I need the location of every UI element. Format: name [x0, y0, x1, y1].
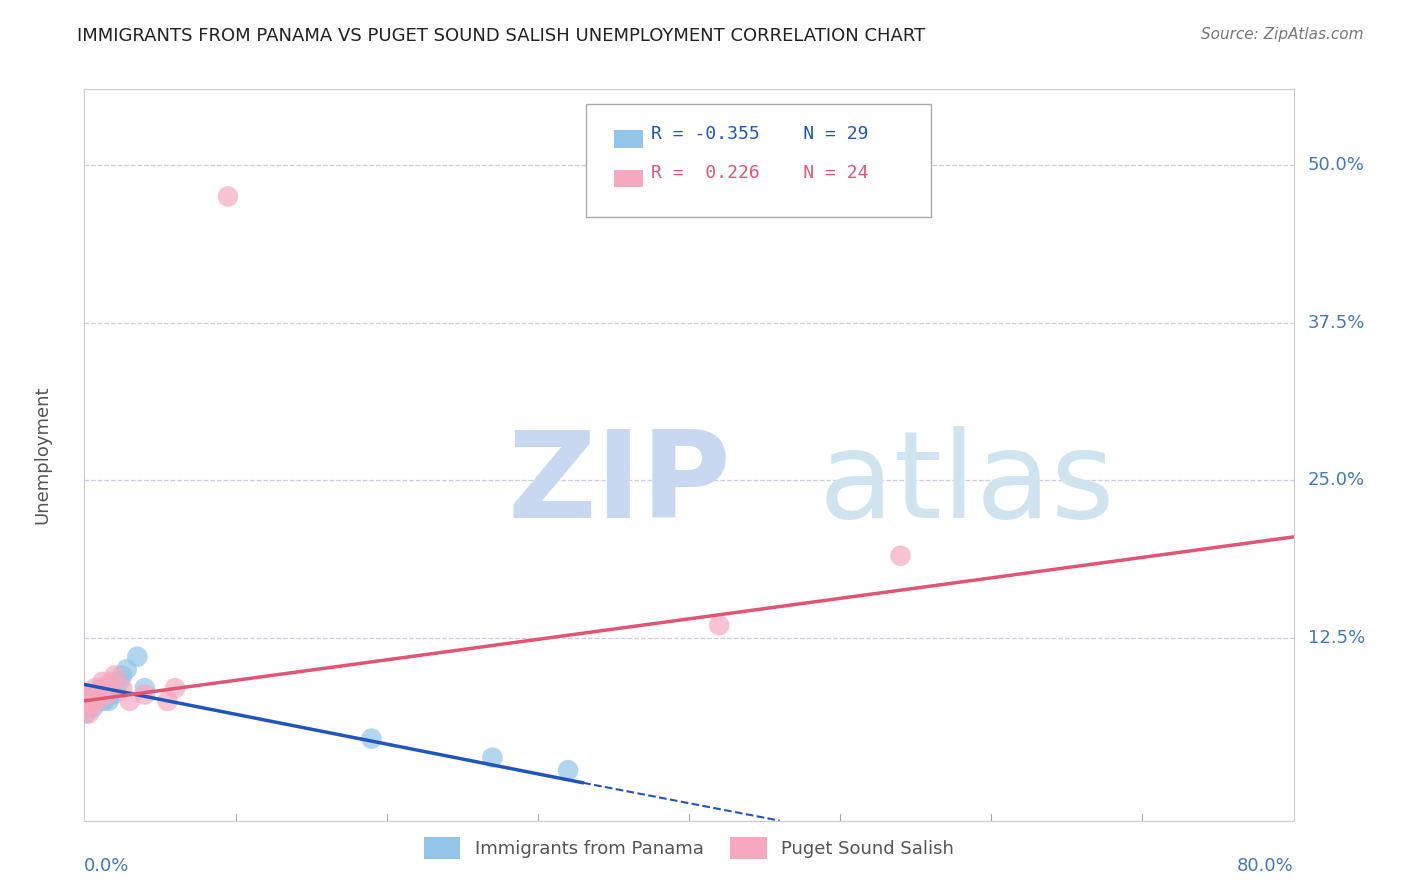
Point	[77, 706, 100, 721]
Point	[77, 694, 100, 708]
Point	[94, 681, 117, 696]
Point	[91, 674, 114, 689]
Point	[80, 688, 103, 702]
Point	[118, 694, 141, 708]
Point	[94, 681, 117, 696]
Point	[111, 668, 134, 682]
Text: R =  0.226    N = 24: R = 0.226 N = 24	[651, 164, 869, 182]
Point	[84, 694, 107, 708]
Point	[104, 668, 127, 682]
Point	[111, 681, 134, 696]
Point	[98, 688, 121, 702]
Point	[134, 681, 156, 696]
Point	[77, 700, 100, 714]
Point	[75, 706, 97, 721]
FancyBboxPatch shape	[586, 103, 931, 218]
Point	[127, 649, 149, 664]
Point	[115, 662, 138, 676]
Point	[84, 681, 107, 696]
Point	[76, 700, 98, 714]
Point	[100, 674, 122, 689]
Point	[86, 688, 108, 702]
Text: R = -0.355    N = 29: R = -0.355 N = 29	[651, 125, 869, 143]
Text: 0.0%: 0.0%	[84, 857, 129, 875]
Point	[105, 681, 128, 696]
Point	[156, 694, 179, 708]
Text: atlas: atlas	[508, 425, 1114, 542]
Text: Unemployment: Unemployment	[32, 385, 51, 524]
Text: 50.0%: 50.0%	[1308, 156, 1365, 174]
Point	[481, 750, 503, 764]
Point	[86, 688, 108, 702]
Point	[96, 688, 118, 702]
Point	[75, 700, 97, 714]
Text: 80.0%: 80.0%	[1237, 857, 1294, 875]
FancyBboxPatch shape	[614, 130, 643, 148]
Point	[89, 688, 111, 702]
Text: 37.5%: 37.5%	[1308, 313, 1365, 332]
FancyBboxPatch shape	[614, 169, 643, 187]
Point	[709, 618, 731, 632]
Point	[108, 674, 131, 689]
Point	[93, 694, 115, 708]
Point	[97, 694, 120, 708]
Point	[82, 700, 104, 714]
Point	[100, 681, 122, 696]
Text: 12.5%: 12.5%	[1308, 629, 1365, 647]
Text: IMMIGRANTS FROM PANAMA VS PUGET SOUND SALISH UNEMPLOYMENT CORRELATION CHART: IMMIGRANTS FROM PANAMA VS PUGET SOUND SA…	[77, 27, 925, 45]
Point	[89, 688, 111, 702]
Point	[82, 694, 104, 708]
Text: 25.0%: 25.0%	[1308, 471, 1365, 489]
Point	[134, 688, 156, 702]
Point	[87, 694, 110, 708]
Point	[101, 688, 124, 702]
Point	[557, 763, 579, 777]
Point	[96, 688, 118, 702]
Legend: Immigrants from Panama, Puget Sound Salish: Immigrants from Panama, Puget Sound Sali…	[416, 830, 962, 866]
Point	[165, 681, 187, 696]
Point	[79, 688, 101, 702]
Point	[91, 688, 114, 702]
Point	[90, 694, 112, 708]
Point	[890, 549, 912, 563]
Text: Source: ZipAtlas.com: Source: ZipAtlas.com	[1201, 27, 1364, 42]
Point	[90, 681, 112, 696]
Point	[76, 694, 98, 708]
Text: ZIP: ZIP	[508, 425, 731, 542]
Point	[80, 694, 103, 708]
Point	[79, 700, 101, 714]
Point	[360, 731, 382, 746]
Point	[87, 694, 110, 708]
Point	[217, 189, 239, 203]
Point	[97, 681, 120, 696]
